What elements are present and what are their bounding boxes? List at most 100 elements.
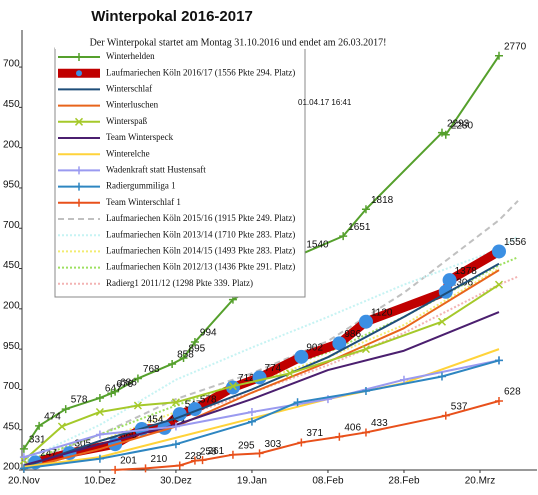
marker: [35, 421, 44, 430]
marker: [74, 117, 84, 126]
y-tick-label: 200: [3, 462, 20, 473]
marker: [19, 444, 28, 453]
marker: [198, 456, 207, 465]
marker: [335, 432, 344, 441]
marker: [332, 336, 347, 351]
marker: [247, 407, 256, 416]
marker: [190, 338, 199, 347]
marker: [57, 422, 66, 431]
marker: [75, 198, 83, 207]
legend-label: Team Winterspeck: [106, 132, 174, 142]
data-label: 1120: [371, 307, 393, 318]
y-tick-label: 700: [3, 59, 20, 70]
data-label: 647: [105, 384, 122, 395]
marker: [361, 428, 370, 437]
marker: [494, 397, 503, 406]
series-line: [23, 269, 500, 470]
marker: [225, 380, 240, 395]
marker: [19, 464, 28, 473]
legend-label: Winterelche: [106, 148, 150, 158]
series: [19, 280, 504, 465]
data-label: 1556: [504, 237, 527, 248]
marker: [441, 411, 450, 420]
marker: [141, 464, 150, 473]
data-label: 247: [40, 448, 57, 459]
legend-label: Winterspaß: [106, 116, 148, 126]
marker: [75, 166, 83, 175]
marker: [339, 232, 348, 241]
data-label: 210: [151, 454, 168, 465]
x-tick-label: 20.Mrz: [465, 476, 496, 487]
marker: [95, 393, 104, 402]
marker: [361, 205, 370, 214]
marker: [441, 130, 450, 139]
marker: [171, 422, 180, 431]
marker: [494, 280, 504, 289]
y-tick-label: 950: [3, 341, 20, 352]
data-label: 578: [200, 395, 217, 406]
legend-label: Radierg1 2011/12 (1298 Pkte 339. Platz): [106, 278, 253, 288]
marker: [361, 387, 370, 396]
subtitle-bg: [55, 36, 425, 49]
marker: [111, 387, 120, 396]
marker: [19, 453, 28, 462]
data-label: 578: [71, 395, 88, 406]
data-label: 712: [238, 373, 255, 384]
x-tick-label: 20.Nov: [8, 476, 40, 487]
x-tick-label: 30.Dez: [160, 476, 192, 487]
marker: [494, 356, 503, 365]
series-line: [115, 400, 500, 471]
marker: [76, 70, 82, 77]
marker: [190, 456, 199, 465]
x-tick-label: 08.Feb: [312, 476, 344, 487]
series-line: [23, 359, 500, 470]
annotation: 01.04.17 16:41: [298, 98, 352, 107]
data-label: 858: [177, 350, 194, 361]
series-line: [23, 200, 519, 465]
series: [23, 262, 500, 468]
legend-label: Laufmariechen Köln 2013/14 (1710 Pkte 28…: [106, 229, 295, 239]
data-label: 295: [238, 440, 255, 451]
data-label: 201: [120, 455, 137, 466]
series-line: [23, 262, 500, 468]
marker: [133, 401, 142, 410]
legend: Winterhelden Laufmariechen Köln 2016/17 (…: [54, 47, 306, 298]
y-tick-label: 200: [3, 139, 20, 150]
marker: [168, 359, 177, 368]
legend-label: Winterhelden: [106, 51, 155, 61]
marker: [293, 398, 302, 407]
series: [19, 356, 503, 473]
marker: [247, 417, 256, 426]
legend-label: Winterschlaf: [106, 83, 152, 93]
legend-label: Laufmariechen Köln 2012/13 (1436 Pkte 29…: [106, 262, 295, 272]
series-line: [23, 311, 500, 467]
y-tick-label: 950: [3, 180, 20, 191]
data-label: 406: [344, 422, 361, 433]
series: [23, 311, 500, 467]
data-label: 628: [504, 387, 521, 398]
marker: [95, 430, 104, 439]
marker: [75, 53, 83, 61]
x-tick-label: 10.Dez: [84, 476, 116, 487]
marker: [175, 461, 184, 470]
chart-subtitle: Der Winterpokal startet am Montag 31.10.…: [90, 37, 387, 48]
marker: [437, 372, 446, 381]
data-label: 331: [29, 435, 46, 446]
marker: [61, 405, 70, 414]
legend-label: Winterluschen: [106, 100, 159, 110]
data-label: 676: [116, 379, 133, 390]
marker: [171, 440, 180, 449]
data-label: 686: [120, 377, 137, 388]
marker: [437, 317, 447, 326]
data-label: 2770: [504, 41, 527, 52]
marker: [228, 382, 237, 391]
data-label: 1378: [455, 266, 478, 277]
legend-label: Laufmariechen Köln 2015/16 (1915 Pkte 24…: [106, 213, 295, 223]
marker: [494, 51, 503, 60]
marker: [255, 449, 264, 458]
data-label: 986: [344, 329, 361, 340]
y-tick-label: 450: [3, 260, 20, 271]
marker: [171, 398, 180, 407]
